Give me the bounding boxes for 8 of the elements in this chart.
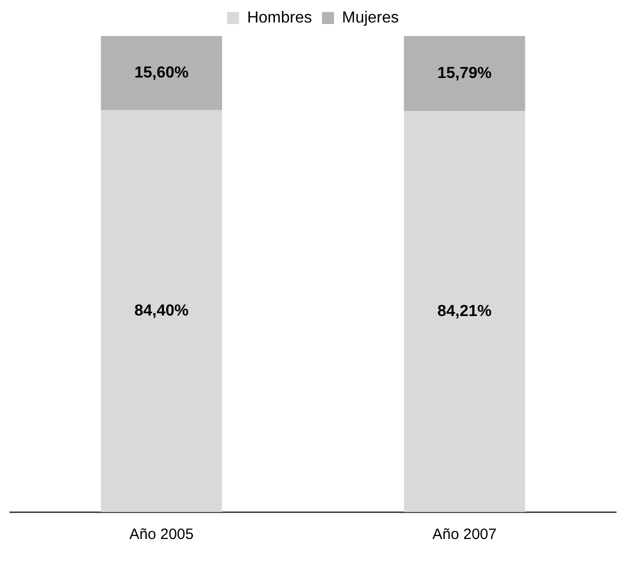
data-label: 15,60% xyxy=(134,64,189,82)
data-label: 84,40% xyxy=(134,302,189,320)
legend-label: Hombres xyxy=(247,9,312,26)
legend-label: Mujeres xyxy=(342,9,399,26)
data-label: 15,79% xyxy=(437,64,492,82)
data-label: 84,21% xyxy=(437,302,492,320)
x-tick-label: Año 2005 xyxy=(129,526,194,544)
x-tick-label: Año 2007 xyxy=(432,526,497,544)
